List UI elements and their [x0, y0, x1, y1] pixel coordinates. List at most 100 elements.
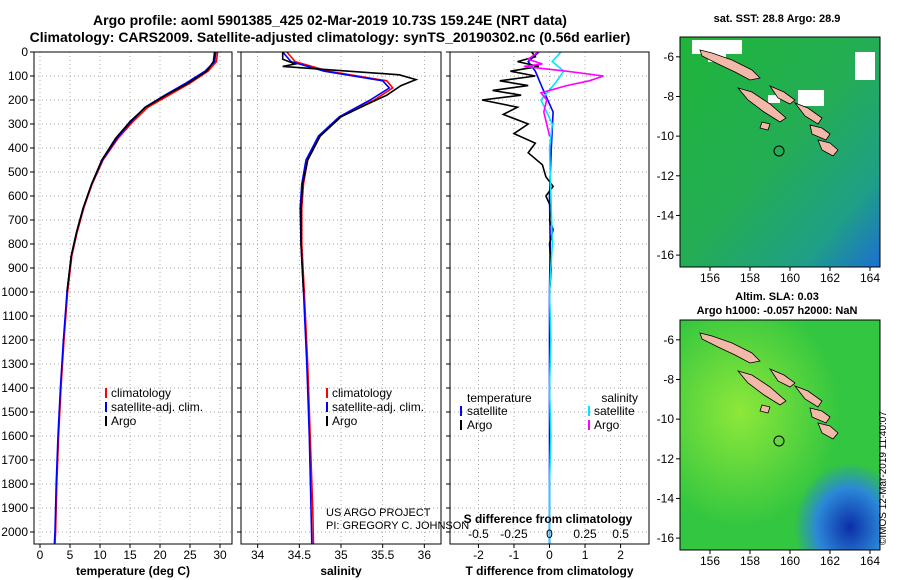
cloud-mask: [798, 90, 824, 106]
difference-panel: -2 -1 0 1 2 T difference from climatology temp…: [446, 51, 650, 578]
series-line-salinity-argo: [523, 51, 604, 137]
sla-map: [680, 320, 880, 550]
series-line-argo: [281, 52, 419, 293]
y-tick-label: 500: [8, 165, 28, 179]
x-axis-label: T difference from climatology: [465, 564, 633, 578]
y-tick-label: 1900: [1, 501, 28, 515]
map-x-tick-label: 160: [780, 271, 800, 285]
map-y-tick-label: -10: [657, 129, 675, 143]
sla-map-title-line1: Altim. SLA: 0.03: [735, 291, 819, 303]
y-tick-label: 600: [8, 189, 28, 203]
credit-line: US ARGO PROJECT: [326, 507, 431, 519]
series-line-argo: [66, 51, 216, 293]
legend-label: climatology: [332, 386, 392, 400]
imos-timestamp: ©IMOS 12-Mar-2019 11:40:07: [878, 411, 889, 545]
x-tick-label: 1: [582, 548, 589, 562]
x-tick-label: 35.5: [371, 548, 395, 562]
map-x-tick-label: 158: [740, 554, 760, 568]
x-tick-label: 30: [213, 548, 227, 562]
cloud-mask: [692, 40, 742, 54]
legend-label: Argo: [594, 418, 620, 432]
s-tick-label: 0: [546, 527, 553, 541]
y-tick-label: 0: [21, 45, 28, 59]
y-tick-label: 400: [8, 141, 28, 155]
x-tick-label: 34: [251, 548, 265, 562]
series-line-satellite-adj-clim-: [282, 51, 391, 545]
y-tick-label: 1000: [1, 285, 28, 299]
y-tick-label: 1700: [1, 453, 28, 467]
sla-map-frame: [679, 319, 881, 551]
legend-label: satellite-adj. clim.: [332, 400, 424, 414]
sla-low: [680, 320, 880, 550]
series-line-salinity-satellite: [540, 51, 565, 544]
map-x-tick-label: 162: [820, 554, 840, 568]
legend-label: satellite: [467, 404, 508, 418]
y-tick-label: 1800: [1, 477, 28, 491]
y-tick-label: 700: [8, 213, 28, 227]
legend-heading: salinity: [601, 391, 638, 405]
sla-map-title-line2: Argo h1000: -0.057 h2000: NaN: [696, 305, 858, 317]
s-tick-label: -0.25: [500, 527, 528, 541]
map-y-tick-label: -6: [663, 333, 674, 347]
solomon-islands-land: [699, 332, 839, 440]
temperature-frame: [33, 51, 233, 545]
map-x-tick-label: 164: [860, 554, 880, 568]
sst-map: [680, 37, 880, 267]
float-position-marker: [773, 435, 785, 447]
x-tick-label: -1: [509, 548, 520, 562]
salinity-frame: [240, 51, 442, 545]
map-x-tick-label: 164: [860, 271, 880, 285]
x-tick-label: 0: [546, 548, 553, 562]
salinity-series: [281, 51, 419, 545]
map-y-tick-label: -12: [657, 452, 675, 466]
s-tick-label: 0.5: [612, 527, 629, 541]
figure-title-line1: Argo profile: aoml 5901385_425 02-Mar-20…: [93, 12, 567, 28]
solomon-islands-land: [699, 49, 839, 157]
legend-label: Argo: [332, 414, 358, 428]
sst-map-title: sat. SST: 28.8 Argo: 28.9: [713, 13, 841, 25]
series-line-satellite-adj-clim-: [53, 51, 217, 545]
x-tick-label: 10: [93, 548, 107, 562]
y-tick-label: 2000: [1, 525, 28, 539]
map-x-tick-label: 158: [740, 271, 760, 285]
x-tick-label: 5: [67, 548, 74, 562]
map-x-tick-label: 160: [780, 554, 800, 568]
y-tick-label: 200: [8, 93, 28, 107]
map-y-tick-label: -6: [663, 50, 674, 64]
map-y-tick-label: -12: [657, 169, 675, 183]
x-tick-label: 2: [617, 548, 624, 562]
cloud-mask: [768, 95, 780, 103]
map-y-tick-label: -8: [663, 89, 674, 103]
x-tick-label: 36: [418, 548, 432, 562]
y-tick-label: 1600: [1, 429, 28, 443]
sst-map-frame: [679, 36, 881, 268]
s-tick-label: -0.5: [468, 527, 489, 541]
y-tick-label: 1500: [1, 405, 28, 419]
legend-heading: temperature: [467, 391, 532, 405]
legend-label: satellite: [594, 404, 635, 418]
sst-field: [680, 37, 880, 267]
y-tick-label: 900: [8, 261, 28, 275]
figure-title-line2: Climatology: CARS2009. Satellite-adjuste…: [29, 29, 631, 45]
credit-line: PI: GREGORY C. JOHNSON: [326, 520, 469, 532]
x-tick-label: 34.5: [288, 548, 312, 562]
series-line-temperature-satellite: [527, 51, 554, 544]
map-x-tick-label: 156: [700, 271, 720, 285]
map-y-tick-label: -14: [657, 208, 675, 222]
map-y-tick-label: -8: [663, 372, 674, 386]
temperature-series: [53, 51, 219, 545]
x-tick-label: 25: [183, 548, 197, 562]
y-tick-label: 800: [8, 237, 28, 251]
legend-label: satellite-adj. clim.: [111, 400, 203, 414]
map-y-tick-label: -10: [657, 412, 675, 426]
y-tick-label: 300: [8, 117, 28, 131]
temperature-panel: 0 5 10 15 20 25 30 temperature (deg C) 0 100 200 30…: [1, 45, 233, 578]
map-x-tick-label: 156: [700, 554, 720, 568]
y-tick-label: 1300: [1, 357, 28, 371]
float-position-marker: [773, 145, 785, 157]
series-line-temperature-argo: [481, 51, 555, 293]
y-tick-label: 1400: [1, 381, 28, 395]
y-tick-label: 1100: [2, 309, 28, 323]
map-y-tick-label: -14: [657, 491, 675, 505]
map-x-tick-label: 162: [820, 271, 840, 285]
